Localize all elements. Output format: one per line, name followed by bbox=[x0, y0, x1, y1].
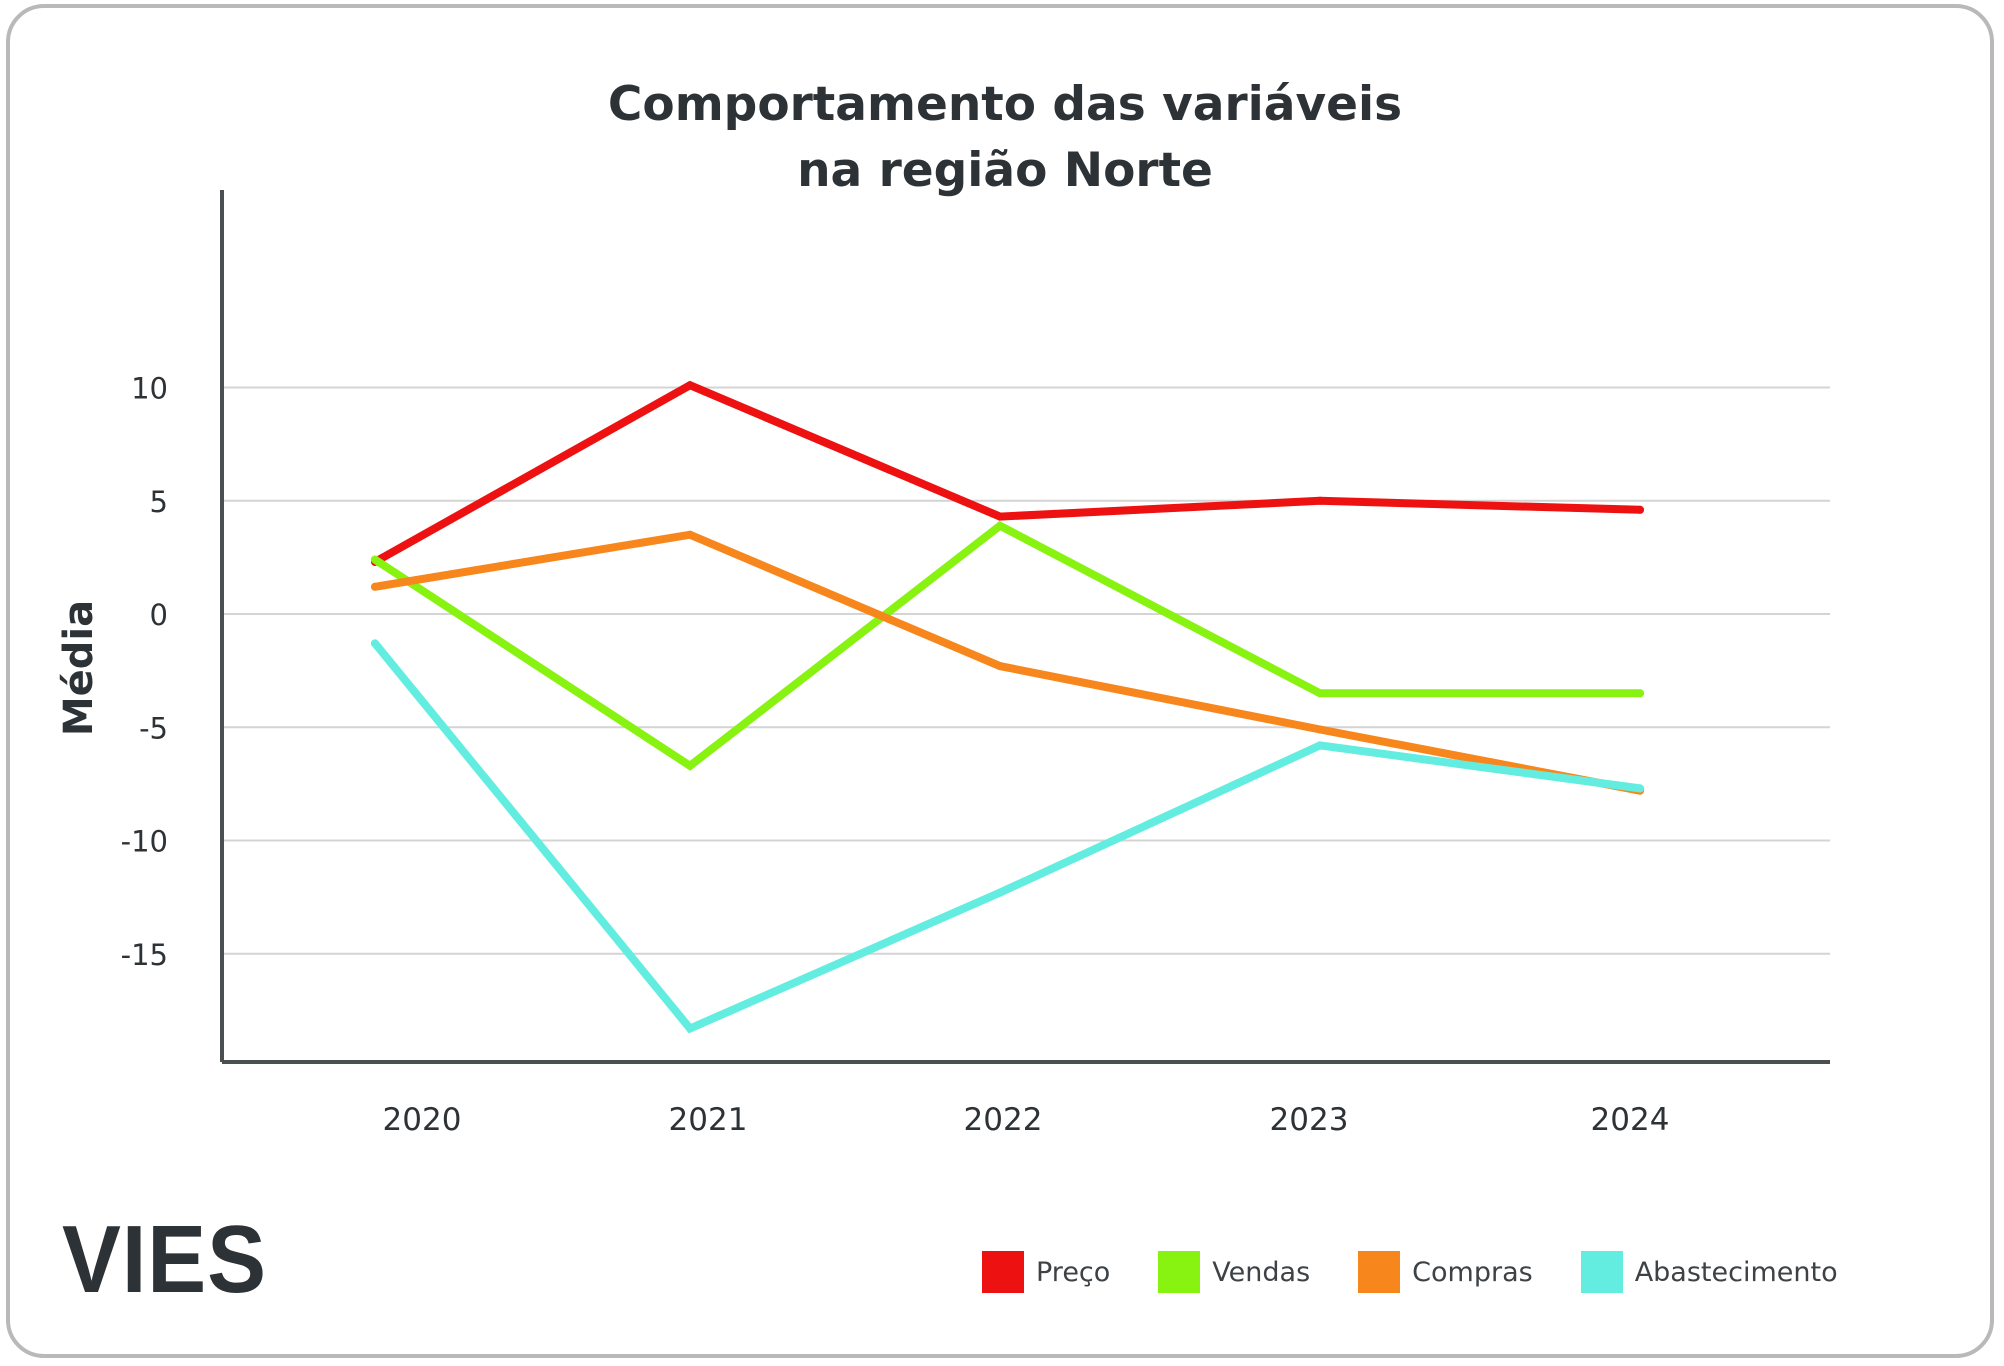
data-point-vendas bbox=[686, 761, 694, 770]
data-point-preco bbox=[996, 512, 1004, 521]
chart-card bbox=[6, 4, 1994, 1358]
data-point-abastecimento bbox=[1316, 741, 1324, 750]
data-point-abastecimento bbox=[686, 1024, 694, 1033]
data-point-abastecimento bbox=[996, 888, 1004, 897]
legend-label: Preço bbox=[1036, 1256, 1111, 1288]
legend: Preço Vendas Compras Abastecimento bbox=[982, 1250, 1838, 1294]
legend-swatch bbox=[982, 1251, 1024, 1293]
data-point-preco bbox=[686, 381, 694, 390]
y-tick-label: 5 bbox=[150, 485, 168, 519]
legend-item-vendas: Vendas bbox=[1158, 1251, 1310, 1293]
chart-title-line-1: Comportamento das variáveis bbox=[607, 77, 1403, 132]
data-point-vendas bbox=[371, 555, 379, 564]
legend-swatch bbox=[1358, 1251, 1401, 1293]
y-tick-label: -15 bbox=[121, 938, 168, 972]
tick-labels: 10 5 0 -5 -10 -15 2020 2021 2022 2023 2024 bbox=[121, 372, 1670, 1139]
legend-item-preco: Preço bbox=[982, 1251, 1110, 1293]
y-axis-label: Média bbox=[56, 600, 102, 736]
x-tick-label: 2023 bbox=[1270, 1102, 1349, 1138]
data-point-vendas bbox=[1636, 689, 1644, 698]
y-tick-label: 10 bbox=[131, 372, 168, 406]
data-point-abastecimento bbox=[371, 639, 379, 648]
series-line-vendas bbox=[371, 520, 1644, 771]
x-tick-label: 2020 bbox=[383, 1102, 462, 1138]
y-tick-label: -5 bbox=[139, 711, 168, 745]
data-point-abastecimento bbox=[1636, 784, 1644, 793]
legend-label: Compras bbox=[1412, 1256, 1533, 1288]
series-line-abastecimento bbox=[371, 639, 1644, 1034]
data-point-vendas bbox=[1316, 689, 1324, 698]
data-point-compras bbox=[996, 662, 1004, 671]
series-lines bbox=[371, 380, 1644, 1034]
data-point-compras bbox=[1316, 725, 1324, 734]
series-line-preco bbox=[371, 380, 1644, 566]
legend-swatch bbox=[1580, 1251, 1623, 1293]
legend-item-abastecimento: Abastecimento bbox=[1580, 1251, 1838, 1293]
legend-swatch bbox=[1158, 1251, 1201, 1293]
legend-item-compras: Compras bbox=[1358, 1251, 1533, 1293]
data-point-preco bbox=[1636, 505, 1644, 514]
x-tick-label: 2024 bbox=[1591, 1102, 1670, 1138]
data-point-compras bbox=[686, 530, 694, 539]
vies-logo: VIES bbox=[62, 1206, 267, 1313]
legend-label: Abastecimento bbox=[1634, 1256, 1838, 1288]
x-tick-label: 2021 bbox=[669, 1102, 748, 1138]
x-tick-label: 2022 bbox=[964, 1102, 1043, 1138]
series-line-compras bbox=[371, 530, 1644, 795]
chart-title-line-2: na região Norte bbox=[797, 143, 1213, 198]
data-point-vendas bbox=[996, 521, 1004, 530]
chart-title: Comportamento das variáveis na região No… bbox=[540, 72, 1470, 204]
y-tick-label: -10 bbox=[121, 825, 168, 859]
y-tick-label: 0 bbox=[150, 598, 168, 632]
data-point-preco bbox=[1316, 496, 1324, 505]
axes bbox=[220, 190, 1830, 1064]
data-point-compras bbox=[371, 582, 379, 591]
grid-lines bbox=[222, 386, 1830, 955]
legend-label: Vendas bbox=[1212, 1256, 1311, 1288]
